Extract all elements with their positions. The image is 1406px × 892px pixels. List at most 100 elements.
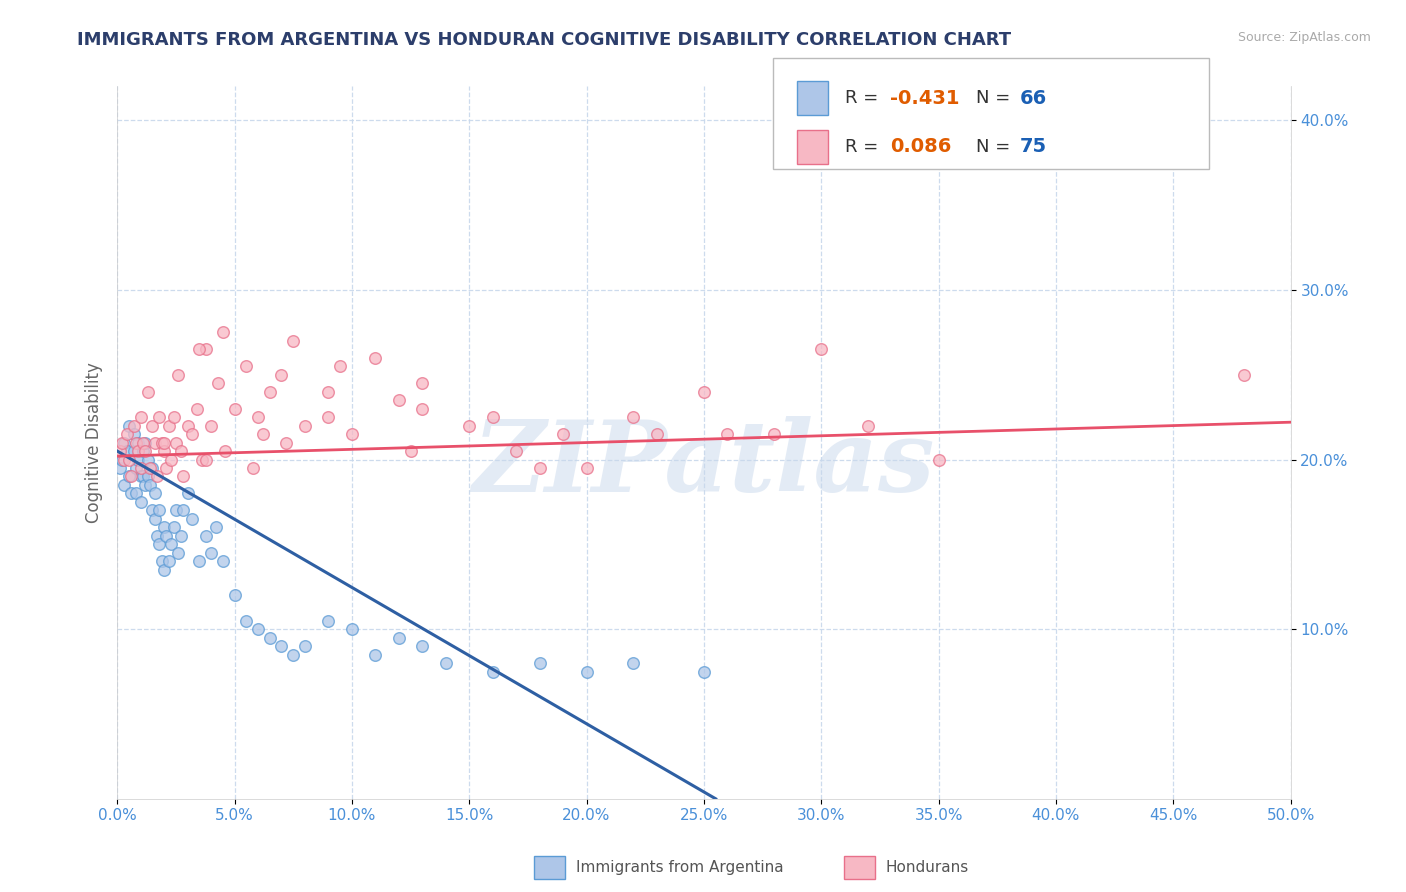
Text: R =: R = xyxy=(845,89,884,107)
Point xyxy=(165,435,187,450)
Point xyxy=(165,503,187,517)
Point xyxy=(458,418,481,433)
Point xyxy=(143,512,166,526)
Point xyxy=(122,418,145,433)
Point xyxy=(645,427,668,442)
Point xyxy=(118,452,141,467)
Point xyxy=(340,622,363,636)
Point xyxy=(132,435,155,450)
Point xyxy=(136,469,159,483)
Point xyxy=(118,418,141,433)
Point xyxy=(112,478,135,492)
Point xyxy=(129,495,152,509)
Point xyxy=(127,452,149,467)
Text: 0.086: 0.086 xyxy=(890,137,952,156)
Point xyxy=(153,563,176,577)
Point xyxy=(141,503,163,517)
Point xyxy=(318,410,340,425)
Text: ZIPatlas: ZIPatlas xyxy=(472,416,935,512)
Point xyxy=(188,554,211,568)
Point xyxy=(188,343,211,357)
Point xyxy=(186,401,208,416)
Point xyxy=(190,452,212,467)
Point xyxy=(146,529,169,543)
Point xyxy=(141,461,163,475)
Point xyxy=(204,520,226,534)
Text: Source: ZipAtlas.com: Source: ZipAtlas.com xyxy=(1237,31,1371,45)
Point xyxy=(136,384,159,399)
Point xyxy=(108,461,131,475)
Point xyxy=(623,656,645,670)
Point xyxy=(115,427,138,442)
Point xyxy=(195,452,218,467)
Point xyxy=(162,520,184,534)
Y-axis label: Cognitive Disability: Cognitive Disability xyxy=(86,362,103,523)
Text: IMMIGRANTS FROM ARGENTINA VS HONDURAN COGNITIVE DISABILITY CORRELATION CHART: IMMIGRANTS FROM ARGENTINA VS HONDURAN CO… xyxy=(77,31,1011,49)
Point xyxy=(252,427,274,442)
Point xyxy=(155,461,177,475)
Point xyxy=(294,418,316,433)
Point xyxy=(575,461,598,475)
Point xyxy=(329,359,352,374)
Point xyxy=(364,648,387,662)
Point xyxy=(211,554,233,568)
Point xyxy=(176,418,198,433)
Point xyxy=(481,665,503,679)
Point xyxy=(259,631,281,645)
Point xyxy=(318,384,340,399)
Point xyxy=(434,656,457,670)
Point xyxy=(122,444,145,458)
Point xyxy=(120,469,142,483)
Point xyxy=(118,469,141,483)
Point xyxy=(411,639,433,653)
Point xyxy=(207,376,229,391)
Point xyxy=(150,435,173,450)
Point xyxy=(195,343,218,357)
Point xyxy=(214,444,236,458)
Point xyxy=(575,665,598,679)
Point xyxy=(928,452,950,467)
Point xyxy=(388,631,411,645)
Point xyxy=(399,444,422,458)
Point xyxy=(160,452,183,467)
Text: -0.431: -0.431 xyxy=(890,89,959,108)
Point xyxy=(157,554,180,568)
Point xyxy=(283,334,305,348)
Point xyxy=(283,648,305,662)
Point xyxy=(411,376,433,391)
Point xyxy=(167,368,190,382)
Point xyxy=(153,444,176,458)
Point xyxy=(139,461,162,475)
Point xyxy=(153,520,176,534)
Point xyxy=(169,529,191,543)
Point xyxy=(134,444,156,458)
Point xyxy=(763,427,786,442)
Point xyxy=(125,486,148,500)
Point xyxy=(340,427,363,442)
Point xyxy=(224,588,246,602)
Point xyxy=(693,384,716,399)
Point xyxy=(235,614,257,628)
Point xyxy=(120,486,142,500)
Point xyxy=(108,444,131,458)
Point xyxy=(181,512,204,526)
Point xyxy=(129,461,152,475)
Point xyxy=(276,435,298,450)
Point xyxy=(294,639,316,653)
Point xyxy=(141,418,163,433)
Point xyxy=(270,639,292,653)
Point xyxy=(112,452,135,467)
Point xyxy=(551,427,574,442)
Text: Immigrants from Argentina: Immigrants from Argentina xyxy=(576,861,785,875)
Point xyxy=(235,359,257,374)
Point xyxy=(716,427,738,442)
Point xyxy=(146,469,169,483)
Point xyxy=(529,656,551,670)
Point xyxy=(115,444,138,458)
Point xyxy=(246,622,269,636)
Point xyxy=(162,410,184,425)
Point xyxy=(155,529,177,543)
Point xyxy=(1233,368,1256,382)
Point xyxy=(125,461,148,475)
Point xyxy=(136,452,159,467)
